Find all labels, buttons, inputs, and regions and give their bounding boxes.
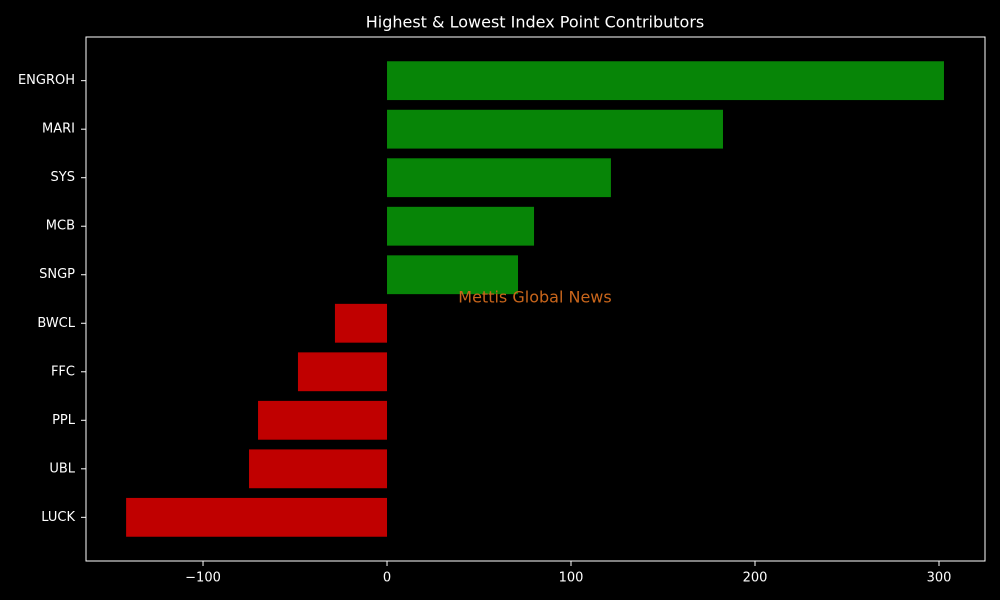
x-tick-label: 0 bbox=[383, 571, 391, 586]
y-tick-label: LUCK bbox=[41, 510, 75, 525]
y-tick-label: BWCL bbox=[37, 316, 75, 331]
x-tick-label: −100 bbox=[185, 571, 221, 586]
y-tick-label: FFC bbox=[51, 364, 75, 379]
y-tick-label: SYS bbox=[51, 170, 75, 185]
bar bbox=[387, 255, 519, 295]
bar bbox=[334, 303, 388, 343]
y-tick-label: SNGP bbox=[39, 267, 75, 282]
x-tick-label: 300 bbox=[927, 571, 952, 586]
y-tick-label: UBL bbox=[49, 461, 75, 476]
x-tick-label: 200 bbox=[743, 571, 768, 586]
bar bbox=[387, 61, 944, 101]
bar bbox=[387, 109, 723, 149]
chart-title: Highest & Lowest Index Point Contributor… bbox=[366, 13, 705, 32]
y-tick-label: PPL bbox=[52, 413, 76, 428]
bar bbox=[258, 400, 388, 440]
bar bbox=[297, 352, 388, 392]
watermark: Mettis Global News bbox=[458, 288, 611, 307]
plot-frame bbox=[85, 36, 986, 562]
y-tick-label: ENGROH bbox=[18, 73, 75, 88]
bar bbox=[126, 497, 388, 537]
bar bbox=[387, 158, 611, 198]
bar bbox=[387, 206, 535, 246]
x-tick-label: 100 bbox=[559, 571, 584, 586]
y-tick-label: MCB bbox=[46, 219, 75, 234]
bar bbox=[249, 449, 388, 489]
y-tick-label: MARI bbox=[42, 122, 75, 137]
